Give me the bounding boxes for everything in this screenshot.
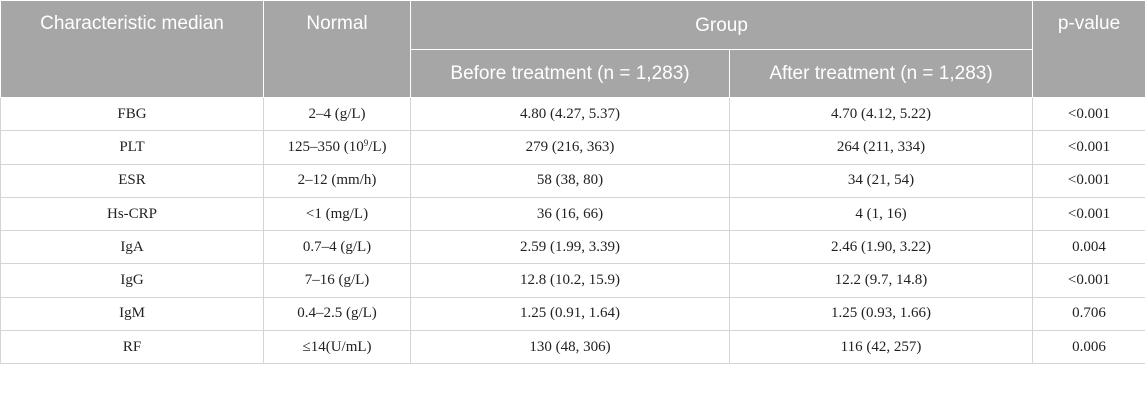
cell-normal: 2–12 (mm/h) — [263, 164, 411, 198]
cell-characteristic: Hs-CRP — [0, 197, 264, 232]
cell-characteristic: ESR — [0, 164, 264, 198]
results-table: Characteristic median Normal Group p-val… — [0, 0, 1145, 365]
cell-before: 2.59 (1.99, 3.39) — [410, 230, 730, 265]
table-row: PLT 125–350 (109/L) 279 (216, 363) 264 (… — [0, 130, 1145, 165]
cell-characteristic: FBG — [0, 97, 264, 132]
cell-p-value: 0.006 — [1032, 330, 1145, 365]
cell-after: 4.70 (4.12, 5.22) — [729, 97, 1033, 132]
cell-p-value: <0.001 — [1032, 97, 1145, 132]
header-p-value: p-value — [1032, 0, 1145, 98]
cell-characteristic: PLT — [0, 130, 264, 165]
cell-p-value: 0.706 — [1032, 297, 1145, 332]
table-body: FBG 2–4 (g/L) 4.80 (4.27, 5.37) 4.70 (4.… — [0, 97, 1145, 365]
header-group: Group — [410, 0, 1033, 50]
cell-before: 130 (48, 306) — [410, 330, 730, 365]
cell-after: 1.25 (0.93, 1.66) — [729, 297, 1033, 332]
cell-after: 116 (42, 257) — [729, 330, 1033, 365]
normal-superscript: 9 — [363, 137, 369, 148]
cell-p-value: <0.001 — [1032, 263, 1145, 298]
cell-p-value: <0.001 — [1032, 130, 1145, 165]
cell-p-value: <0.001 — [1032, 164, 1145, 198]
cell-normal: 0.7–4 (g/L) — [263, 230, 411, 265]
cell-normal: 7–16 (g/L) — [263, 263, 411, 298]
cell-characteristic: IgG — [0, 263, 264, 298]
table-row: IgG 7–16 (g/L) 12.8 (10.2, 15.9) 12.2 (9… — [0, 263, 1145, 298]
cell-after: 12.2 (9.7, 14.8) — [729, 263, 1033, 298]
header-normal: Normal — [263, 0, 411, 98]
cell-characteristic: RF — [0, 330, 264, 365]
cell-before: 4.80 (4.27, 5.37) — [410, 97, 730, 132]
header-before-treatment: Before treatment (n = 1,283) — [410, 49, 730, 98]
cell-normal: 0.4–2.5 (g/L) — [263, 297, 411, 332]
cell-normal: 125–350 (109/L) — [263, 130, 411, 165]
cell-after: 4 (1, 16) — [729, 197, 1033, 232]
table-row: RF ≤14(U/mL) 130 (48, 306) 116 (42, 257)… — [0, 330, 1145, 365]
cell-characteristic: IgA — [0, 230, 264, 265]
table-row: Hs-CRP <1 (mg/L) 36 (16, 66) 4 (1, 16) <… — [0, 197, 1145, 232]
table-header: Characteristic median Normal Group p-val… — [0, 0, 1145, 98]
cell-before: 12.8 (10.2, 15.9) — [410, 263, 730, 298]
normal-prefix: 125–350 (10 — [287, 138, 364, 155]
table-row: FBG 2–4 (g/L) 4.80 (4.27, 5.37) 4.70 (4.… — [0, 97, 1145, 132]
cell-p-value: 0.004 — [1032, 230, 1145, 265]
table-row: IgA 0.7–4 (g/L) 2.59 (1.99, 3.39) 2.46 (… — [0, 230, 1145, 265]
cell-p-value: <0.001 — [1032, 197, 1145, 232]
cell-before: 1.25 (0.91, 1.64) — [410, 297, 730, 332]
cell-normal: <1 (mg/L) — [263, 197, 411, 232]
header-characteristic: Characteristic median — [0, 0, 264, 98]
table-row: ESR 2–12 (mm/h) 58 (38, 80) 34 (21, 54) … — [0, 164, 1145, 198]
cell-before: 279 (216, 363) — [410, 130, 730, 165]
cell-normal: ≤14(U/mL) — [263, 330, 411, 365]
cell-after: 34 (21, 54) — [729, 164, 1033, 198]
header-after-treatment: After treatment (n = 1,283) — [729, 49, 1033, 98]
cell-after: 264 (211, 334) — [729, 130, 1033, 165]
cell-characteristic: IgM — [0, 297, 264, 332]
cell-after: 2.46 (1.90, 3.22) — [729, 230, 1033, 265]
cell-normal: 2–4 (g/L) — [263, 97, 411, 132]
normal-suffix: /L) — [368, 138, 387, 155]
cell-before: 36 (16, 66) — [410, 197, 730, 232]
table-row: IgM 0.4–2.5 (g/L) 1.25 (0.91, 1.64) 1.25… — [0, 297, 1145, 332]
cell-before: 58 (38, 80) — [410, 164, 730, 198]
